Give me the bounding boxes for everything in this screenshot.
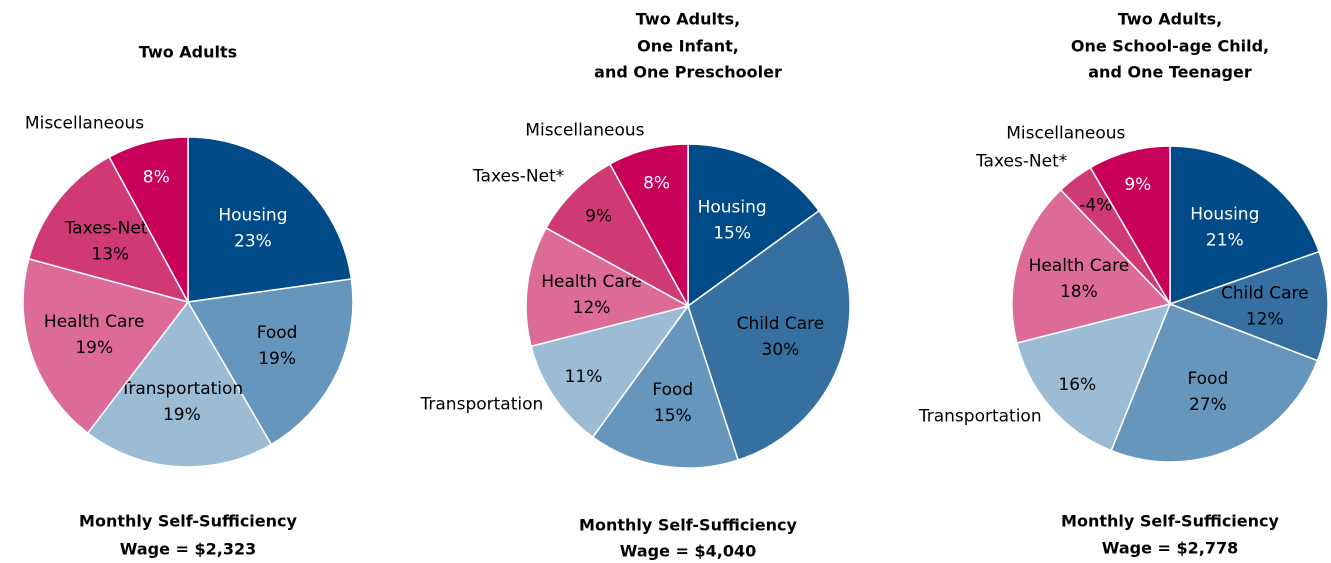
pie-slice (22, 257, 190, 435)
value-label: 19% (75, 338, 113, 358)
value-label: 27% (1189, 395, 1227, 415)
pie-slice (1089, 145, 1171, 307)
value-label: 15% (654, 406, 692, 426)
caption: Wage = $2,323 (120, 540, 256, 559)
slice-label: Housing (218, 205, 287, 225)
pie-slice (545, 163, 690, 308)
slice-label: Transportation (119, 379, 243, 399)
value-label: 19% (258, 349, 296, 369)
slice-label: Health Care (541, 272, 642, 292)
pie-slice (1011, 188, 1172, 344)
value-label: 21% (1206, 231, 1244, 251)
chart-title: One School-age Child, (1071, 37, 1269, 56)
pie-slice (108, 136, 189, 303)
value-label: 8% (643, 174, 670, 194)
pie-slice (27, 155, 190, 304)
slice-label: Taxes-Net* (975, 152, 1067, 172)
pie-slice (525, 226, 691, 348)
chart-title: Two Adults, (636, 10, 740, 29)
slice-label: Child Care (737, 314, 825, 334)
slice-label: Miscellaneous (525, 121, 644, 141)
caption: Monthly Self-Sufficiency (579, 516, 797, 535)
caption: Wage = $4,040 (620, 542, 756, 561)
pie-slice (1167, 250, 1329, 362)
caption: Monthly Self-Sufficiency (1061, 512, 1279, 531)
value-label: 16% (1058, 375, 1096, 395)
slice-label: Housing (1190, 205, 1259, 225)
pie-slice (1110, 303, 1319, 463)
pie-slice (687, 143, 821, 308)
slice-label: Child Care (1221, 283, 1309, 303)
value-label: -4% (1079, 196, 1112, 216)
value-label: 18% (1060, 282, 1098, 302)
slice-label: Taxes-Net* (472, 166, 564, 186)
pie-slice (186, 278, 354, 446)
slice-label: Transportation (420, 394, 544, 414)
slice-label: Taxes-Net* (64, 219, 156, 239)
chart-title: and One Preschooler (594, 63, 782, 82)
value-label: 12% (573, 298, 611, 318)
slice-label: Food (652, 380, 693, 400)
slice-label: Housing (698, 197, 767, 217)
slice-label: Transportation (918, 406, 1042, 426)
pie-slice (591, 304, 740, 469)
value-label: 9% (585, 207, 612, 227)
pie-slice (1015, 302, 1172, 452)
value-label: 19% (163, 405, 201, 425)
pie-slice (530, 304, 690, 439)
value-label: 23% (234, 231, 272, 251)
value-label: 9% (1124, 175, 1151, 195)
caption: Wage = $2,778 (1102, 539, 1238, 558)
chart-title: and One Teenager (1088, 63, 1252, 82)
slice-label: Health Care (1029, 256, 1130, 276)
pie-slice (86, 300, 273, 468)
slice-label: Food (257, 323, 298, 343)
chart-title: Two Adults (139, 43, 237, 62)
slice-label: Health Care (44, 312, 145, 332)
value-label: 11% (565, 367, 603, 387)
slice-label: Miscellaneous (1006, 123, 1125, 143)
slice-label: Food (1187, 369, 1228, 389)
chart-title: One Infant, (637, 37, 739, 56)
value-label: 30% (762, 340, 800, 360)
pie-slice (608, 143, 689, 307)
slice-label: Miscellaneous (25, 113, 144, 133)
value-label: 15% (713, 223, 751, 243)
value-label: 12% (1246, 309, 1284, 329)
value-label: 8% (143, 167, 170, 187)
pie-slice (187, 136, 353, 303)
chart-title: Two Adults, (1118, 10, 1222, 29)
caption: Monthly Self-Sufficiency (79, 512, 297, 531)
pie-slice (687, 209, 851, 462)
value-label: 13% (91, 245, 129, 265)
